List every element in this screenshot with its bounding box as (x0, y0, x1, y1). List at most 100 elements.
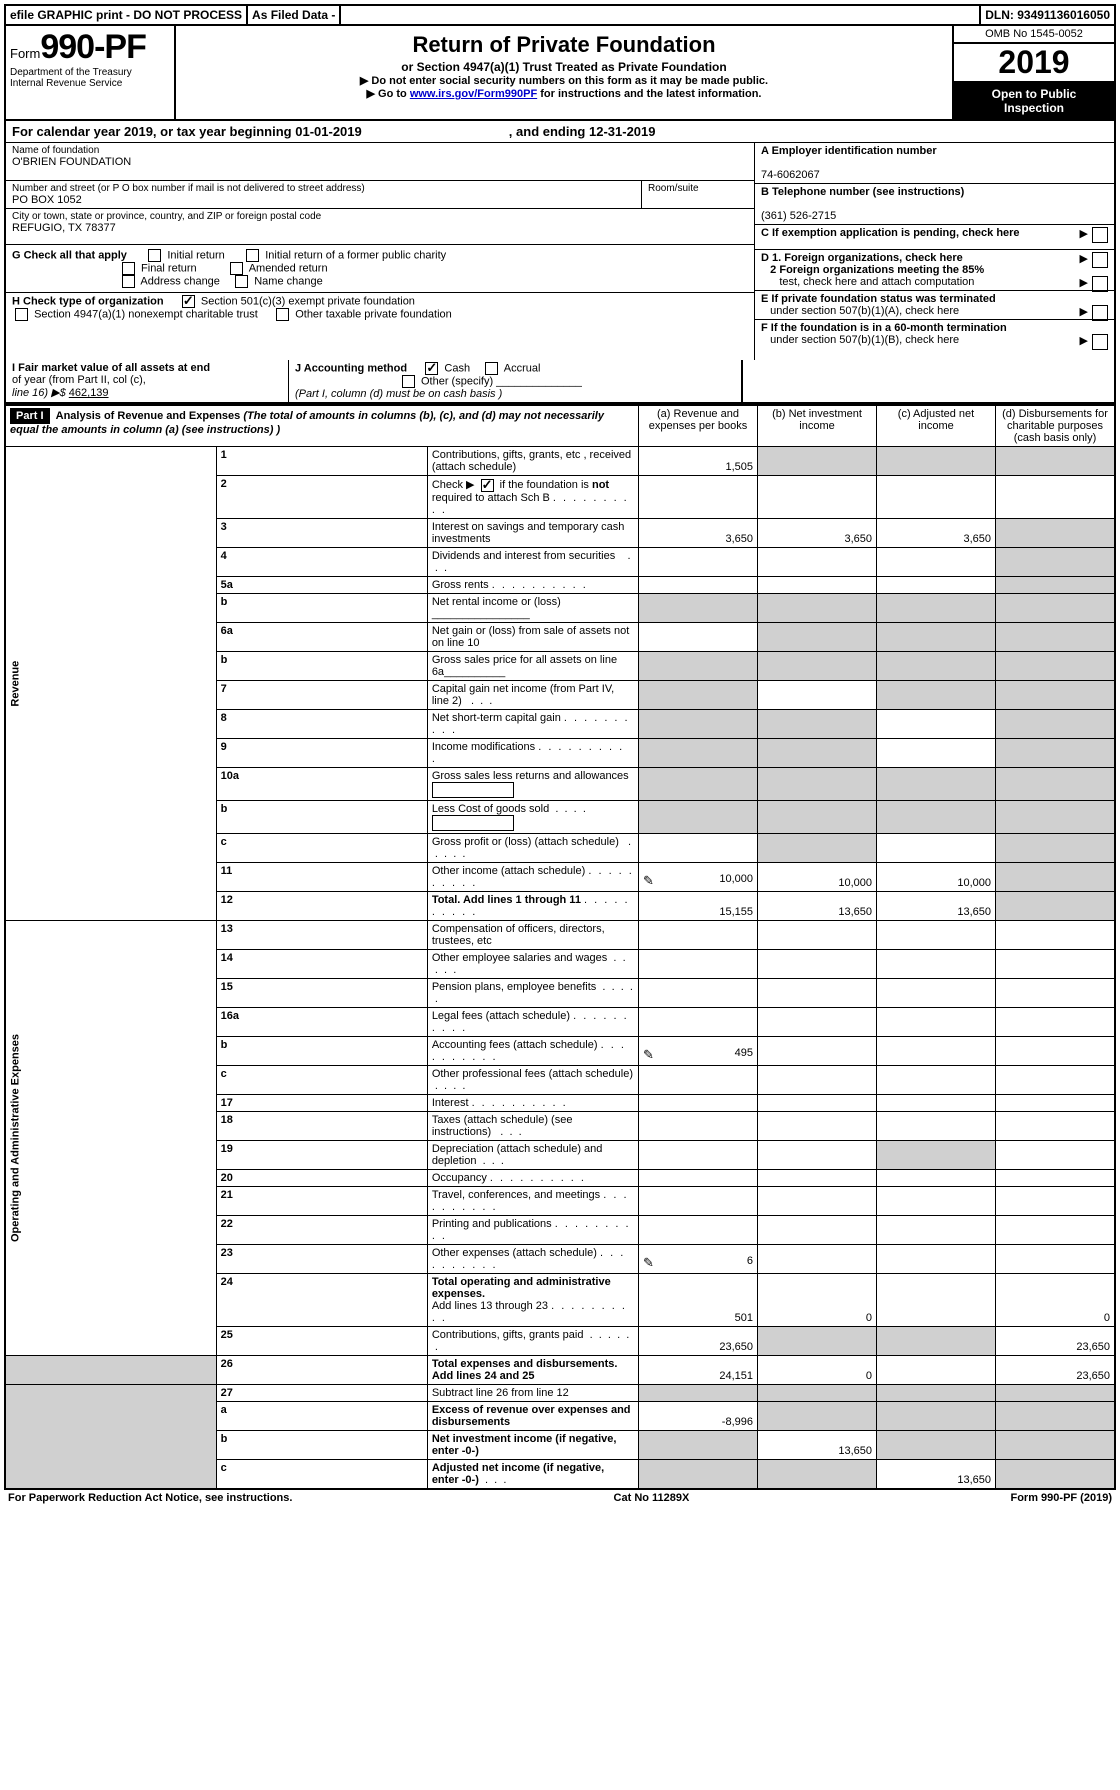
line-5b-no: b (216, 593, 427, 622)
i-label3: line 16) ▶$ (12, 387, 69, 399)
line-9-desc: Income modifications (427, 738, 638, 767)
dln: DLN: 93491136016050 (981, 6, 1114, 24)
line-18-no: 18 (216, 1111, 427, 1140)
line-7-no: 7 (216, 680, 427, 709)
line-18-desc: Taxes (attach schedule) (see instruction… (427, 1111, 638, 1140)
header-right: OMB No 1545-0052 2019 Open to Public Ins… (954, 26, 1114, 119)
pencil-icon[interactable]: ✎ (643, 873, 654, 889)
line-1-no: 1 (216, 447, 427, 476)
foundation-name-block: Name of foundation O'BRIEN FOUNDATION (6, 143, 754, 181)
form-no: 990-PF (40, 28, 146, 66)
checkbox-schb[interactable] (481, 479, 494, 492)
f-block: F If the foundation is in a 60-month ter… (755, 320, 1114, 360)
line-15-desc: Pension plans, employee benefits . . . .… (427, 978, 638, 1007)
line-26-a: 24,151 (639, 1355, 758, 1384)
b-label: B Telephone number (see instructions) (761, 186, 964, 198)
checkbox-amended[interactable] (230, 262, 243, 275)
header-center: Return of Private Foundation or Section … (176, 26, 954, 119)
line-3-desc: Interest on savings and temporary cash i… (427, 518, 638, 547)
f2-label: under section 507(b)(1)(B), check here (770, 334, 959, 346)
line-8-desc: Net short-term capital gain (427, 709, 638, 738)
i-label2: of year (from Part II, col (c), (12, 374, 146, 386)
line-24-desc: Total operating and administrative expen… (427, 1273, 638, 1326)
line-24-d: 0 (996, 1273, 1116, 1326)
line-11-no: 11 (216, 862, 427, 891)
line-24-b: 0 (758, 1273, 877, 1326)
efile-notice: efile GRAPHIC print - DO NOT PROCESS (6, 6, 248, 24)
line-23-a: ✎6 (639, 1244, 758, 1273)
line-17-desc: Interest (427, 1094, 638, 1111)
checkbox-f[interactable] (1092, 334, 1108, 350)
c-label: C If exemption application is pending, c… (761, 227, 1020, 239)
form-subtitle: or Section 4947(a)(1) Trust Treated as P… (184, 60, 944, 74)
checkbox-e[interactable] (1092, 305, 1108, 321)
line-11-b: 10,000 (758, 862, 877, 891)
line-3-a: 3,650 (639, 518, 758, 547)
checkbox-initial[interactable] (148, 249, 161, 262)
line-27-desc: Subtract line 26 from line 12 (427, 1384, 638, 1401)
line-16b-no: b (216, 1036, 427, 1065)
checkbox-d2[interactable] (1092, 276, 1108, 292)
line-8-no: 8 (216, 709, 427, 738)
a-label: A Employer identification number (761, 145, 937, 157)
line-13-desc: Compensation of officers, directors, tru… (427, 920, 638, 949)
col-a-header: (a) Revenue and expenses per books (639, 405, 758, 447)
open-inspection: Open to Public Inspection (954, 83, 1114, 119)
tax-year: 2019 (954, 44, 1114, 83)
header-left: Form990-PF Department of the Treasury In… (6, 26, 176, 119)
checkbox-c[interactable] (1092, 227, 1108, 243)
line-22-desc: Printing and publications (427, 1215, 638, 1244)
line-3-c: 3,650 (877, 518, 996, 547)
revenue-side-label: Revenue (5, 447, 216, 921)
line-16b-desc: Accounting fees (attach schedule) (427, 1036, 638, 1065)
h-label: H Check type of organization (12, 295, 164, 307)
checkbox-final[interactable] (122, 262, 135, 275)
f1-label: F If the foundation is in a 60-month ter… (761, 322, 1007, 334)
h-opt-1: Section 501(c)(3) exempt private foundat… (201, 295, 415, 307)
pencil-icon[interactable]: ✎ (643, 1047, 654, 1063)
checkbox-name[interactable] (235, 275, 248, 288)
line-5b-desc: Net rental income or (loss) ____________… (427, 593, 638, 622)
line-6b-desc: Gross sales price for all assets on line… (427, 651, 638, 680)
line-20-desc: Occupancy (427, 1169, 638, 1186)
checkbox-cash[interactable] (425, 362, 438, 375)
line-10a-desc: Gross sales less returns and allowances (427, 767, 638, 800)
checkbox-501c3[interactable] (182, 295, 195, 308)
irs-link[interactable]: www.irs.gov/Form990PF (410, 88, 537, 100)
addr-label: Number and street (or P O box number if … (12, 183, 635, 194)
j-label: J Accounting method (295, 362, 407, 374)
line-23-desc: Other expenses (attach schedule) (427, 1244, 638, 1273)
line-16b-a: ✎495 (639, 1036, 758, 1065)
checkbox-other-method[interactable] (402, 375, 415, 388)
phone-value: (361) 526-2715 (761, 210, 836, 222)
g-opt-5: Name change (254, 275, 323, 287)
checkbox-other-tax[interactable] (276, 308, 289, 321)
footer-right: Form 990-PF (2019) (1010, 1492, 1112, 1504)
line-27c-desc: Adjusted net income (if negative, enter … (427, 1459, 638, 1489)
address: PO BOX 1052 (12, 194, 635, 206)
info-left: Name of foundation O'BRIEN FOUNDATION Nu… (6, 143, 754, 360)
checkbox-initial-former[interactable] (246, 249, 259, 262)
line-7-desc: Capital gain net income (from Part IV, l… (427, 680, 638, 709)
pencil-icon[interactable]: ✎ (643, 1255, 654, 1271)
row-1: Revenue 1 Contributions, gifts, grants, … (5, 447, 1115, 476)
form-title: Return of Private Foundation (184, 32, 944, 58)
j-accrual: Accrual (504, 362, 541, 374)
checkbox-4947[interactable] (15, 308, 28, 321)
goto-post: for instructions and the latest informat… (537, 88, 761, 100)
line-27b-b: 13,650 (758, 1430, 877, 1459)
checkbox-address[interactable] (122, 275, 135, 288)
address-block: Number and street (or P O box number if … (6, 181, 754, 209)
cy-end: 12-31-2019 (589, 124, 656, 139)
line-5a-no: 5a (216, 576, 427, 593)
line-27a-desc: Excess of revenue over expenses and disb… (427, 1401, 638, 1430)
g-opt-3: Amended return (249, 262, 328, 274)
j-block: J Accounting method Cash Accrual Other (… (289, 360, 742, 402)
line-27c-c: 13,650 (877, 1459, 996, 1489)
h-opt-2: Section 4947(a)(1) nonexempt charitable … (34, 308, 258, 320)
checkbox-d1[interactable] (1092, 252, 1108, 268)
h-opt-3: Other taxable private foundation (295, 308, 452, 320)
checkbox-accrual[interactable] (485, 362, 498, 375)
line-4-desc: Dividends and interest from securities .… (427, 547, 638, 576)
ssn-warning: ▶ Do not enter social security numbers o… (184, 74, 944, 87)
